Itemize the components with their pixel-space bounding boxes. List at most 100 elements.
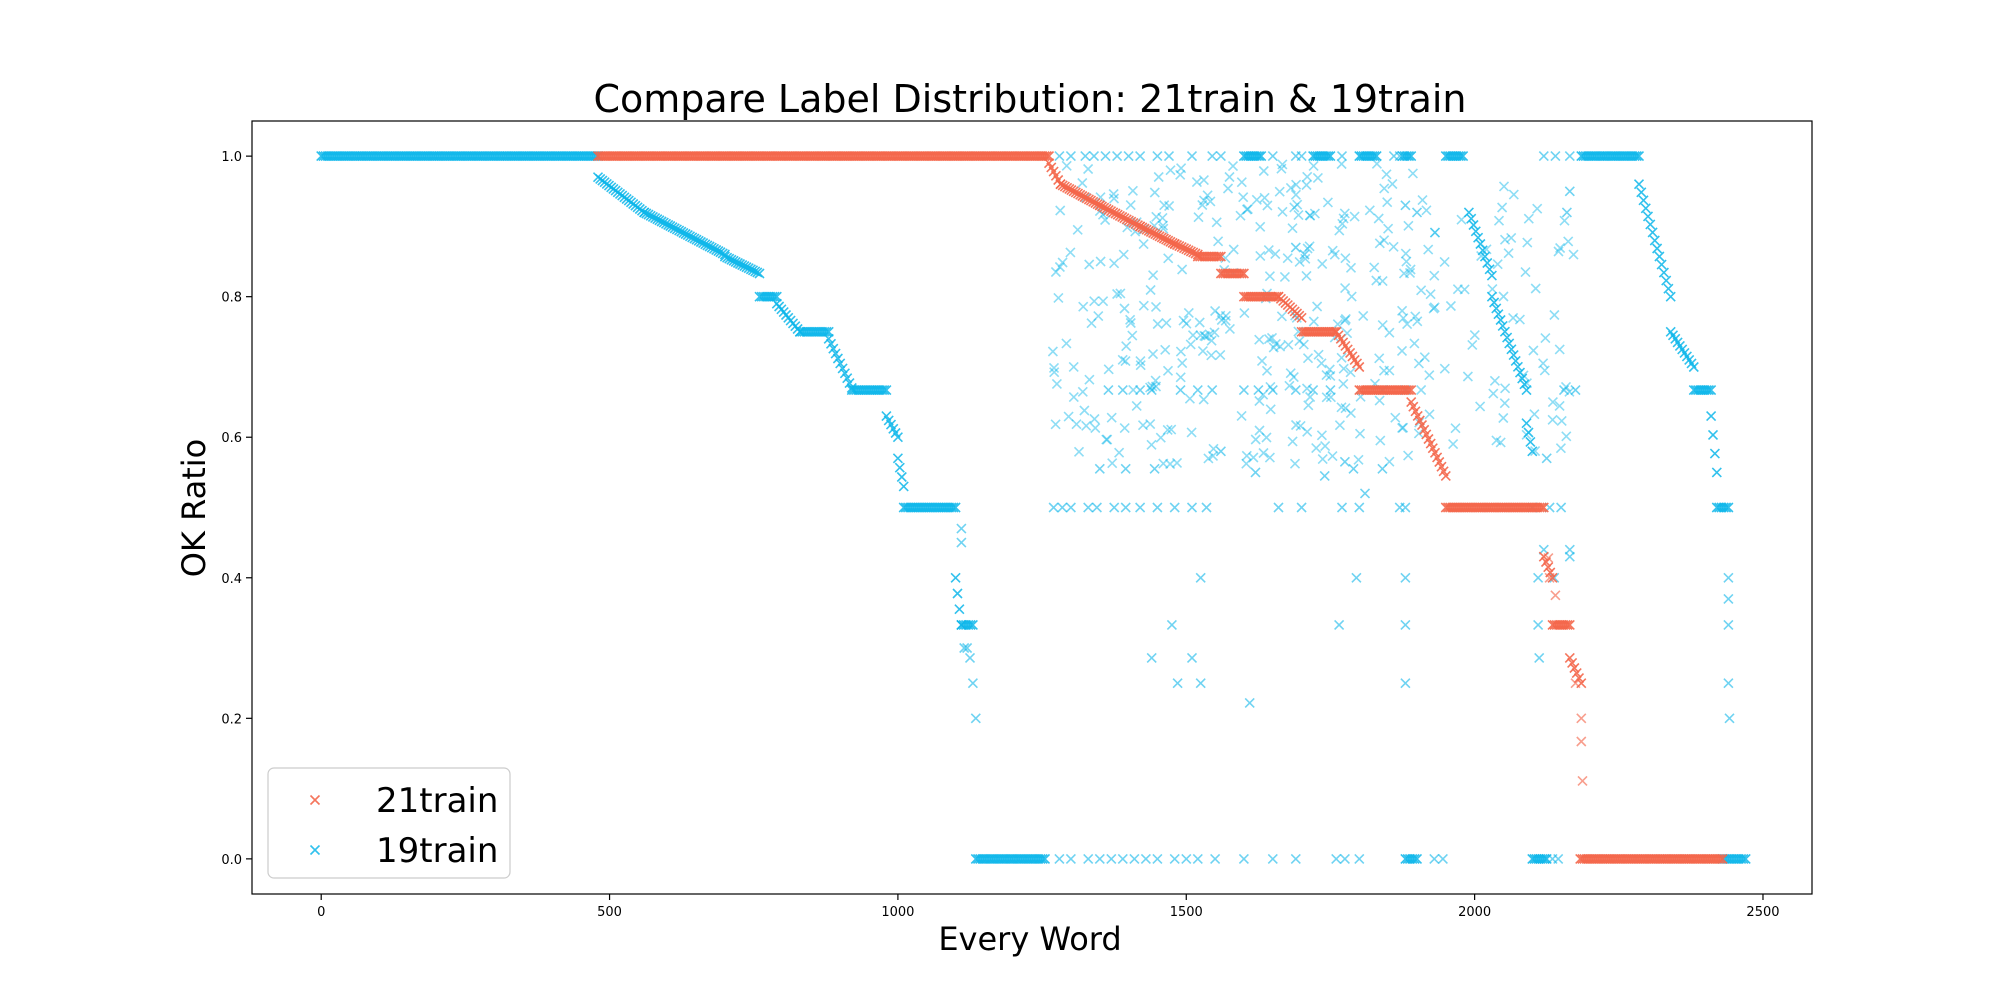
data-point (1521, 418, 1532, 429)
data-point (892, 432, 903, 443)
data-point (1250, 434, 1261, 445)
data-point (1135, 360, 1146, 371)
data-point (1498, 412, 1509, 424)
data-point (1486, 291, 1497, 302)
data-point (1239, 308, 1250, 319)
data-point (1079, 405, 1090, 416)
data-point (1290, 385, 1301, 396)
data-point (1125, 317, 1136, 329)
data-point (1405, 264, 1416, 275)
data-point (1336, 502, 1348, 513)
data-point (1561, 207, 1572, 218)
data-point (1325, 151, 1336, 162)
data-point (1504, 338, 1515, 349)
data-point (894, 462, 905, 473)
data-point (1549, 309, 1560, 321)
data-point (1523, 213, 1534, 224)
data-point (1263, 245, 1274, 256)
data-point (1334, 420, 1345, 431)
data-point (1338, 363, 1349, 374)
data-point (1213, 251, 1224, 262)
data-point (1267, 853, 1278, 864)
data-point (1398, 422, 1409, 433)
data-point (1210, 853, 1221, 864)
data-point (1159, 200, 1170, 211)
data-point (1263, 334, 1275, 345)
data-point (1206, 350, 1217, 361)
data-point (1235, 210, 1246, 221)
data-point (1198, 394, 1209, 405)
data-point (1406, 151, 1417, 162)
data-point (1473, 232, 1484, 243)
data-point (1109, 502, 1120, 513)
data-point (1287, 223, 1298, 234)
data-point (1083, 853, 1094, 864)
data-point (948, 502, 959, 513)
data-point (1554, 400, 1565, 411)
data-point (1151, 211, 1162, 222)
data-point (1403, 450, 1414, 461)
data-point (1077, 177, 1088, 189)
data-point (1213, 236, 1224, 247)
data-point (1715, 853, 1726, 864)
data-point (1475, 238, 1486, 250)
data-point (1186, 427, 1197, 438)
data-point (1493, 309, 1504, 320)
data-point (1102, 434, 1113, 445)
data-point (1396, 345, 1408, 356)
data-point (1095, 256, 1106, 267)
data-point (1195, 330, 1206, 341)
data-point (1378, 365, 1390, 376)
data-point (1255, 250, 1266, 261)
data-point (1244, 697, 1255, 708)
data-point (1510, 355, 1521, 366)
data-point (1529, 409, 1540, 420)
data-point (1236, 268, 1247, 279)
data-point (1289, 458, 1301, 469)
data-point (1424, 370, 1435, 381)
data-point (1338, 213, 1349, 224)
data-point (1118, 249, 1129, 260)
data-point (1724, 713, 1735, 724)
data-point (1508, 312, 1519, 323)
data-point (1723, 502, 1734, 513)
data-point (1303, 400, 1314, 411)
data-point (1514, 314, 1525, 325)
data-point (1400, 572, 1411, 583)
data-point (1358, 310, 1369, 321)
data-point (1374, 395, 1385, 406)
y-tick-label: 0.0 (221, 853, 242, 868)
data-point (1301, 179, 1312, 191)
data-point (1204, 329, 1215, 340)
data-point (1153, 171, 1164, 183)
data-point (1088, 151, 1100, 162)
y-tick-label: 0.8 (221, 291, 242, 306)
data-point (1493, 215, 1505, 226)
data-point (1564, 544, 1575, 555)
data-point (1508, 189, 1519, 200)
data-point (1140, 853, 1151, 864)
data-point (1135, 385, 1146, 396)
data-point (1195, 678, 1206, 689)
data-point (1642, 211, 1654, 222)
data-point (1175, 169, 1186, 180)
data-point (1429, 227, 1441, 238)
data-point (1135, 356, 1146, 367)
data-point (1178, 315, 1189, 326)
data-point (1158, 458, 1169, 469)
data-point (1282, 253, 1293, 264)
data-point (1336, 158, 1347, 170)
data-point (1508, 350, 1519, 361)
data-point (1553, 246, 1564, 257)
data-point (1299, 249, 1310, 260)
data-point (1375, 435, 1386, 446)
data-point (1220, 315, 1231, 326)
data-point (839, 368, 850, 379)
data-point (1455, 151, 1466, 162)
y-tick-label: 0.4 (221, 572, 242, 587)
data-point (1563, 236, 1574, 247)
data-point (1241, 450, 1252, 461)
data-point (1336, 352, 1347, 363)
legend-marker-21train (309, 794, 321, 806)
data-point (1658, 267, 1669, 278)
